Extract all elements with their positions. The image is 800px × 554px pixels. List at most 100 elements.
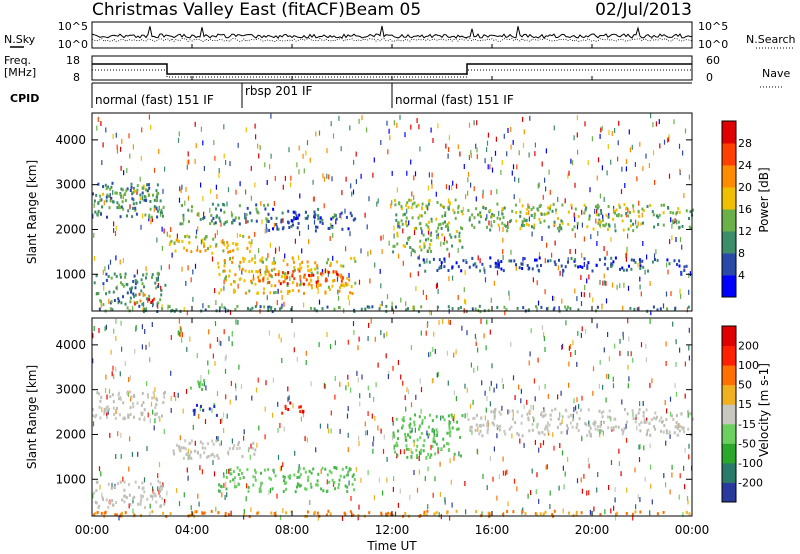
velocity-noise-cell [368,322,370,328]
velocity-cell [161,414,163,418]
power-cell [259,305,262,309]
velocity-cell [658,419,661,423]
velocity-noise-cell [534,396,536,402]
power-cell [245,213,248,217]
power-cell [326,261,328,265]
power-noise-cell [490,220,492,226]
power-cell [215,243,218,247]
cpid-label: CPID [10,92,39,105]
power-noise-cell [448,185,450,191]
velocity-cell [575,510,578,514]
power-colorbar-label: Power [dB] [757,167,771,232]
power-cell [316,264,319,268]
power-noise-cell [139,176,141,182]
power-cell [286,284,289,287]
velocity-cell [263,468,266,472]
velocity-cell [299,484,302,488]
power-cell [109,187,112,191]
velocity-cell [543,433,546,437]
power-noise-cell [589,292,591,298]
velocity-noise-cell [649,443,651,449]
power-cell [351,292,354,295]
power-cell [437,236,439,240]
velocity-noise-cell [545,465,547,471]
power-cell [146,189,149,193]
velocity-cell [237,443,240,447]
power-cell [228,274,231,278]
velocity-noise-cell [507,501,509,507]
velocity-noise-cell [212,460,214,466]
velocity-cell [473,416,476,420]
power-colorbar-tick: 24 [738,159,752,172]
velocity-cell [517,433,520,437]
power-noise-cell [649,281,651,286]
velocity-noise-cell [113,328,115,334]
velocity-noise-cell [461,325,463,331]
power-noise-cell [457,144,459,150]
power-noise-cell [153,167,156,173]
velocity-noise-cell [347,406,349,412]
velocity-cell [316,511,319,515]
power-noise-cell [266,295,268,301]
power-cell [412,305,415,309]
velocity-cell [154,494,157,498]
power-cell [262,279,265,283]
power-cell [493,220,496,223]
velocity-cell [119,480,122,484]
velocity-cell [567,415,570,419]
power-cell [560,219,563,223]
power-cell [636,307,639,311]
velocity-noise-cell [372,441,374,447]
power-cell [616,214,618,217]
power-cell [311,286,313,290]
power-cell [415,204,418,208]
power-noise-cell [537,183,539,189]
power-noise-cell [419,146,421,152]
velocity-noise-cell [281,358,283,363]
power-cell [628,264,630,268]
power-cell [530,208,533,212]
power-cell [93,199,96,203]
power-noise-cell [170,227,172,232]
power-noise-cell [278,246,280,252]
power-cell [666,307,669,311]
velocity-noise-cell [350,495,352,501]
power-noise-cell [604,280,606,286]
power-cell [238,204,241,208]
velocity-noise-cell [122,476,124,482]
velocity-cell [285,511,288,515]
power-cell [95,274,98,278]
power-heatmap-cells [92,113,694,316]
velocity-cell [632,417,635,421]
power-cell [255,270,258,274]
power-noise-cell [241,269,243,275]
velocity-noise-cell [135,325,137,330]
velocity-noise-cell [613,505,615,511]
velocity-noise-cell [300,416,302,422]
power-cell [553,220,556,224]
velocity-noise-cell [158,489,160,495]
power-noise-cell [436,234,438,240]
power-cell [346,276,349,280]
power-cell [286,263,289,267]
velocity-cell [662,430,665,434]
power-noise-cell [366,127,368,133]
velocity-noise-cell [687,412,689,418]
power-cell [692,208,694,212]
power-cell [284,272,287,276]
velocity-noise-cell [178,318,180,324]
power-noise-cell [406,170,408,176]
power-cell [310,279,313,283]
velocity-noise-cell [419,378,421,384]
velocity-noise-cell [596,323,598,329]
velocity-noise-cell [614,487,616,493]
velocity-cell [343,475,346,479]
velocity-cell [499,424,502,428]
power-cell [107,194,110,198]
velocity-cell [506,510,509,513]
velocity-cell [610,426,613,430]
velocity-cell [129,390,132,394]
velocity-y-tick-label: 2000 [55,427,86,441]
power-cell [625,212,628,215]
power-cell [674,308,676,312]
